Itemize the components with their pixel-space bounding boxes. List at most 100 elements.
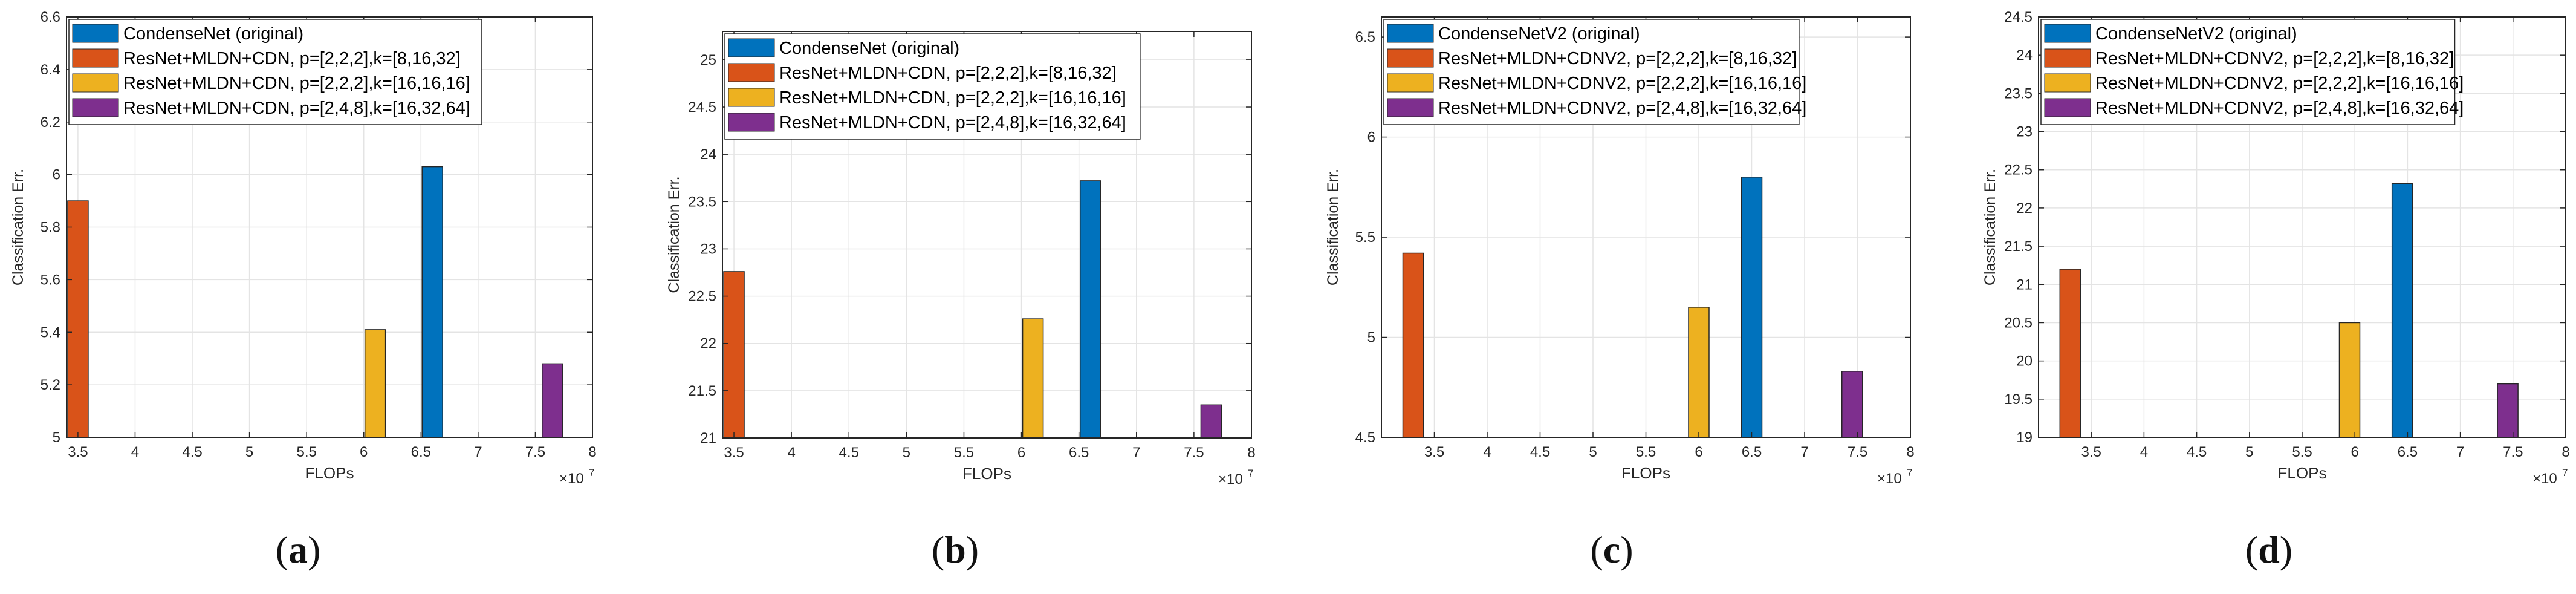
y-tick-label: 21.5 (2004, 238, 2033, 255)
bar-series-1 (2391, 183, 2413, 438)
legend-entry: ResNet+MLDN+CDNV2, p=[2,4,8],k=[16,32,64… (1438, 99, 1806, 118)
legend-entry: ResNet+MLDN+CDN, p=[2,2,2],k=[8,16,32] (779, 64, 1117, 83)
legend-entry: ResNet+MLDN+CDN, p=[2,2,2],k=[8,16,32] (123, 49, 461, 68)
legend-swatch (1387, 98, 1434, 117)
legend-entry: ResNet+MLDN+CDN, p=[2,2,2],k=[16,16,16] (123, 74, 470, 93)
x-tick-label: 4 (131, 444, 139, 460)
x-tick-label: 7.5 (525, 444, 545, 460)
panel-caption-d: (d) (2245, 528, 2293, 571)
x-tick-label: 4.5 (182, 444, 202, 460)
x-tick-label: 6.5 (1069, 445, 1089, 461)
legend-swatch (728, 113, 775, 132)
legend-entry: CondenseNetV2 (original) (1438, 24, 1640, 44)
y-tick-label: 21.5 (688, 383, 716, 399)
panel-caption-a: (a) (275, 528, 321, 571)
y-tick-label: 24.5 (2004, 9, 2033, 25)
y-tick-label: 6.5 (1355, 29, 1375, 45)
x-exponent-label: ×10 (1877, 471, 1902, 487)
y-tick-label: 22.5 (688, 289, 716, 305)
legend-entry: ResNet+MLDN+CDNV2, p=[2,2,2],k=[8,16,32] (2095, 49, 2454, 68)
x-tick-label: 3.5 (68, 444, 88, 460)
x-exponent-power: 7 (2562, 467, 2568, 478)
x-tick-label: 5.5 (954, 445, 974, 461)
bar-series-1 (421, 166, 443, 438)
bar-series-1 (1079, 180, 1101, 439)
y-tick-label: 25 (700, 52, 716, 68)
y-tick-label: 22 (2016, 200, 2033, 217)
x-tick-label: 5.5 (2292, 444, 2312, 460)
bar-series-4 (542, 363, 563, 438)
x-axis-label: FLOPs (2278, 464, 2327, 482)
x-tick-label: 4.5 (1530, 444, 1550, 460)
bar-series-4 (1200, 404, 1222, 439)
x-tick-label: 3.5 (1424, 444, 1444, 460)
chart-panel-2: 3.5 4 4.5 5 5.5 6 6.5 7 7.5 8 21 21.5 22 22.5 23 23.5 24… (666, 31, 1256, 488)
x-tick-label: 7 (2456, 444, 2464, 460)
y-tick-label: 5 (53, 429, 60, 446)
legend-swatch (72, 48, 119, 68)
x-tick-label: 6 (1695, 444, 1702, 460)
legend-swatch (728, 38, 775, 57)
legend-entry: ResNet+MLDN+CDNV2, p=[2,2,2],k=[16,16,16… (1438, 74, 1806, 93)
y-axis-label: Classification Err. (666, 176, 683, 293)
y-tick-label: 19.5 (2004, 391, 2033, 408)
chart-panel-1: 3.5 4 4.5 5 5.5 6 6.5 7 7.5 8 5 5.2 5.4 5.6 5.8 6 6.2 6.4… (10, 9, 597, 487)
y-tick-label: 6.6 (41, 9, 60, 25)
x-tick-label: 5 (1589, 444, 1597, 460)
x-axis-label: FLOPs (305, 464, 354, 482)
x-tick-label: 5.5 (296, 444, 316, 460)
y-tick-label: 5.4 (41, 324, 60, 341)
y-tick-label: 6.2 (41, 114, 60, 131)
y-tick-label: 23 (2016, 124, 2033, 140)
chart-panel-3: 3.5 4 4.5 5 5.5 6 6.5 7 7.5 8 4.5 5 5.5 6 6.5 FLOPs ×10 7… (1325, 16, 1915, 487)
x-tick-label: 4 (787, 445, 795, 461)
x-tick-label: 7.5 (2503, 444, 2523, 460)
x-tick-label: 6 (2351, 444, 2359, 460)
legend-box (2040, 19, 2456, 125)
y-tick-label: 19 (2016, 429, 2033, 446)
y-axis-label: Classification Err. (1325, 169, 1342, 286)
legend-entry: ResNet+MLDN+CDNV2, p=[2,2,2],k=[8,16,32] (1438, 49, 1797, 68)
legend-entry: ResNet+MLDN+CDNV2, p=[2,2,2],k=[16,16,16… (2095, 74, 2464, 93)
legend-box (68, 19, 482, 125)
legend-entry: CondenseNet (original) (123, 24, 303, 44)
x-tick-label: 8 (2561, 444, 2569, 460)
x-tick-label: 7 (474, 444, 482, 460)
y-tick-label: 6.4 (41, 62, 60, 78)
y-tick-label: 24 (700, 146, 716, 163)
legend-swatch (728, 63, 775, 82)
y-tick-label: 23.5 (2004, 85, 2033, 102)
legend-swatch (728, 88, 775, 107)
y-tick-label: 22 (700, 336, 716, 352)
legend-swatch (1387, 73, 1434, 93)
x-exponent-power: 7 (1248, 468, 1253, 479)
y-tick-label: 5.5 (1355, 229, 1375, 246)
panel-caption-b: (b) (931, 528, 979, 571)
panel-caption-d-letter: d (2258, 528, 2280, 571)
x-tick-label: 6 (360, 444, 368, 460)
x-tick-label: 7 (1800, 444, 1808, 460)
bar-series-1 (1741, 177, 1763, 438)
y-tick-label: 23.5 (688, 194, 716, 210)
bar-series-3 (1022, 318, 1044, 439)
legend-swatch (2044, 24, 2091, 43)
y-tick-label: 24.5 (688, 99, 716, 116)
legend-entry: ResNet+MLDN+CDNV2, p=[2,4,8],k=[16,32,64… (2095, 99, 2464, 118)
panel-caption-c-letter: c (1603, 528, 1621, 571)
x-tick-label: 5 (245, 444, 253, 460)
x-tick-label: 3.5 (2081, 444, 2101, 460)
legend-entry: CondenseNet (original) (779, 39, 959, 58)
y-tick-label: 6 (53, 167, 60, 183)
bar-series-2 (1402, 252, 1424, 438)
x-tick-label: 5 (2245, 444, 2253, 460)
x-tick-label: 6.5 (2398, 444, 2418, 460)
x-tick-label: 3.5 (724, 445, 744, 461)
x-tick-label: 6.5 (1742, 444, 1762, 460)
panel-caption-c: (c) (1590, 528, 1634, 571)
x-tick-label: 7.5 (1848, 444, 1867, 460)
bar-series-2 (2059, 269, 2081, 438)
x-tick-label: 8 (1247, 445, 1255, 461)
legend-swatch (1387, 48, 1434, 68)
